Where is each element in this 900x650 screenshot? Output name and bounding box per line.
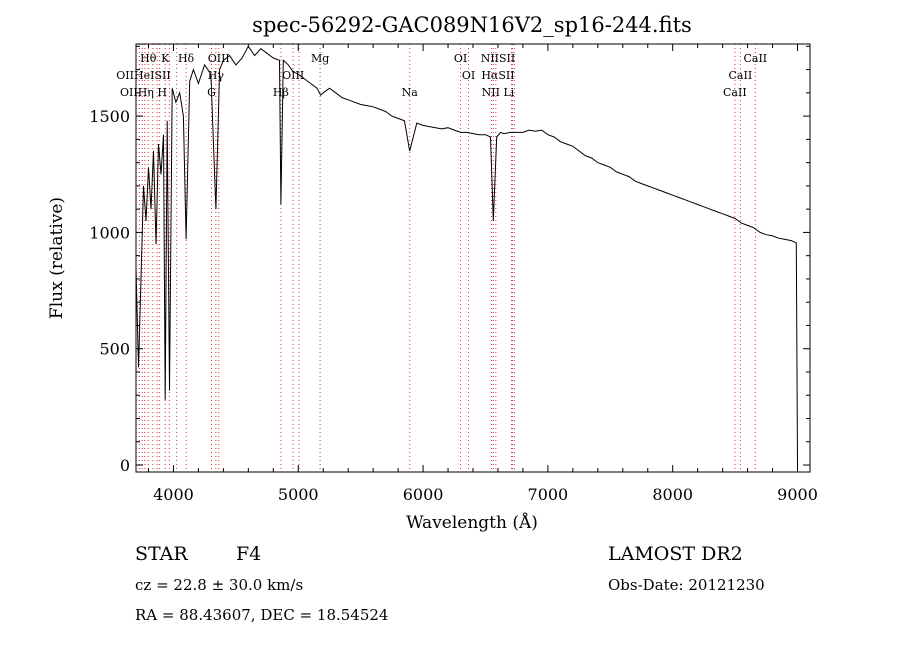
line-marker-label: CaII (723, 86, 747, 99)
spectrum-line (135, 45, 798, 466)
x-tick-label: 4000 (153, 485, 194, 504)
x-tick-label: 5000 (278, 485, 319, 504)
x-tick-label: 9000 (777, 485, 818, 504)
x-tick-label: 6000 (403, 485, 444, 504)
y-axis-label: Flux (relative) (47, 197, 67, 319)
y-tick-label: 1500 (89, 107, 130, 126)
line-marker-label: OI (454, 52, 467, 65)
object-type: STAR (135, 543, 188, 565)
y-tick-label: 500 (99, 340, 130, 359)
line-marker-label: OI (462, 69, 475, 82)
spectral-line-markers: Hθ K Hδ OIII Mg OI NIISII CaII OIIHeISII Hγ OIII OI… (116, 44, 767, 472)
x-tick-label: 7000 (528, 485, 569, 504)
y-tick-label: 1000 (89, 223, 130, 242)
line-marker-label: NIISII (481, 52, 516, 65)
line-marker-label: OIIHη H (120, 86, 167, 99)
line-marker-label: Na (402, 86, 419, 99)
line-marker-label: HαSII (481, 69, 514, 82)
coordinates: RA = 88.43607, DEC = 18.54524 (135, 606, 388, 624)
line-marker-label: Hγ (208, 69, 225, 82)
line-marker-label: Hδ (178, 52, 195, 65)
line-marker-label: Mg (311, 52, 329, 65)
x-axis-ticks: 4000 5000 6000 7000 8000 9000 (147, 44, 818, 504)
line-marker-label: OIII (282, 69, 304, 82)
line-marker-label: Hθ (140, 52, 157, 65)
line-marker-label: CaII (743, 52, 767, 65)
y-tick-label: 0 (120, 456, 130, 475)
y-axis-ticks: 0 500 1000 1500 (89, 45, 810, 475)
line-marker-label: OIIHeISII (116, 69, 170, 82)
x-tick-label: 8000 (652, 485, 693, 504)
line-marker-label: CaII (729, 69, 753, 82)
line-marker-label: K (161, 52, 170, 65)
spectral-subclass: F4 (236, 543, 261, 565)
observation-date: Obs-Date: 20121230 (608, 576, 765, 594)
line-marker-label: OIII (208, 52, 230, 65)
survey-name: LAMOST DR2 (608, 543, 743, 565)
chart-title: spec-56292-GAC089N16V2_sp16-244.fits (252, 13, 692, 37)
line-marker-label: NII Li (482, 86, 515, 99)
line-marker-label: Hβ (273, 86, 289, 99)
x-axis-label: Wavelength (Å) (406, 512, 538, 533)
redshift-value: cz = 22.8 ± 30.0 km/s (135, 576, 303, 594)
plot-frame (135, 43, 811, 473)
